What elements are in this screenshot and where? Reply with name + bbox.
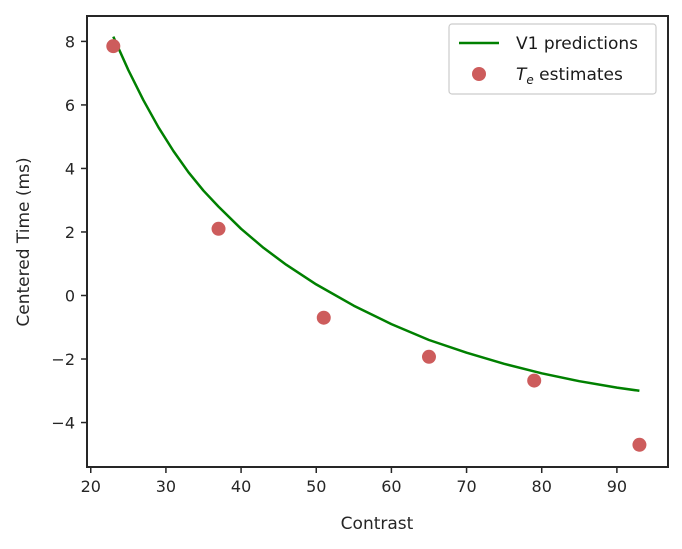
- y-tick-label: −4: [51, 414, 75, 433]
- y-tick-label: 8: [65, 32, 75, 51]
- legend-entry-te-estimates: Te estimates: [516, 65, 623, 87]
- series-layer: [106, 36, 647, 452]
- te-estimate-point: [421, 349, 436, 364]
- x-tick-label: 60: [381, 477, 401, 496]
- te-estimate-point: [106, 39, 121, 54]
- legend-te-subscript: e: [526, 73, 533, 87]
- te-estimate-point: [211, 221, 226, 236]
- x-tick-label: 80: [532, 477, 552, 496]
- plot-frame: [86, 15, 669, 468]
- y-axis-ticks: −4 −2 0 2 4 6 8: [51, 32, 87, 433]
- x-tick-label: 20: [81, 477, 101, 496]
- legend: V1 predictions Te estimates: [448, 23, 657, 95]
- x-tick-label: 40: [231, 477, 251, 496]
- te-estimate-point: [632, 437, 647, 452]
- x-tick-label: 30: [156, 477, 176, 496]
- y-tick-label: 0: [65, 286, 75, 305]
- v1-prediction-line: [112, 36, 640, 393]
- legend-marker-swatch: [472, 67, 486, 81]
- x-tick-label: 90: [607, 477, 627, 496]
- te-estimate-point: [527, 373, 542, 388]
- x-tick-label: 70: [456, 477, 476, 496]
- legend-entry-v1-predictions: V1 predictions: [516, 34, 638, 54]
- y-axis-label: Centered Time (ms): [14, 157, 34, 326]
- x-axis-label: Contrast: [341, 514, 414, 534]
- legend-box: [448, 23, 657, 95]
- x-axis-ticks: 20 30 40 50 60 70 80 90: [81, 467, 627, 496]
- y-tick-label: 6: [65, 96, 75, 115]
- x-tick-label: 50: [306, 477, 326, 496]
- y-tick-label: 2: [65, 223, 75, 242]
- y-tick-label: −2: [51, 350, 75, 369]
- legend-te-main: T: [516, 65, 528, 85]
- y-tick-label: 4: [65, 159, 75, 178]
- te-estimate-point: [316, 310, 331, 325]
- legend-te-rest: estimates: [534, 65, 623, 85]
